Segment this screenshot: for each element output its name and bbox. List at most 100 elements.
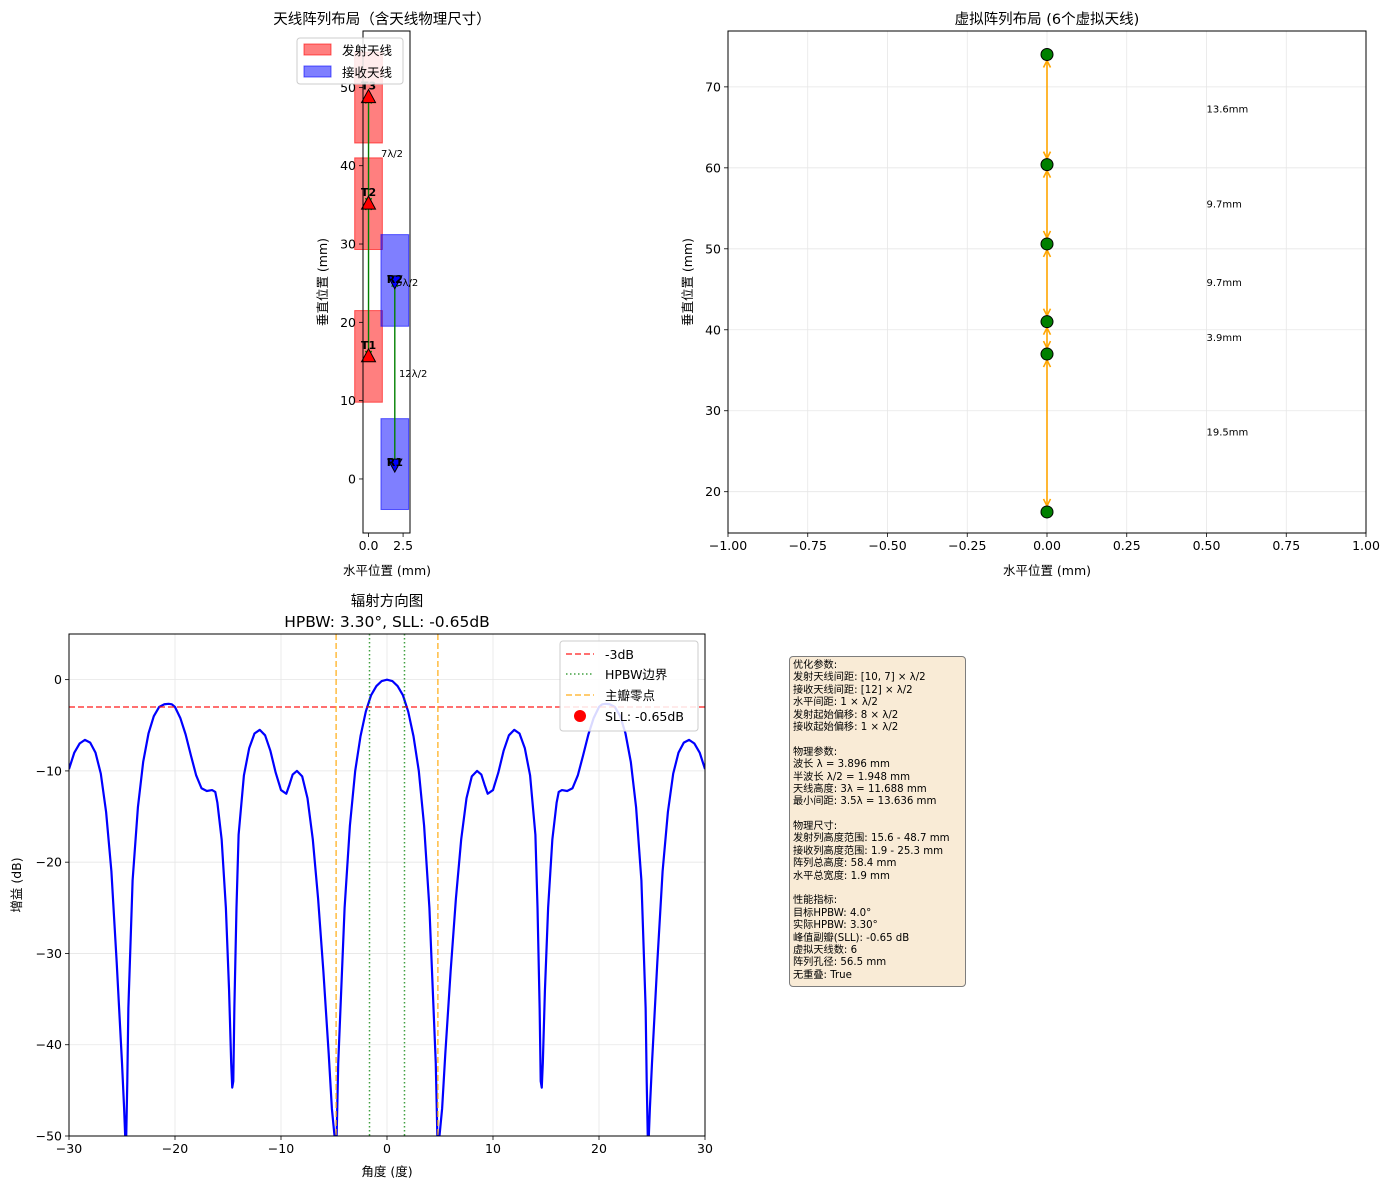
info-line [793, 809, 962, 821]
y-tick-label: 60 [705, 160, 721, 175]
legend-label-sll: SLL: -0.65dB [605, 709, 684, 724]
x-tick-label: −0.25 [948, 538, 986, 553]
x-tick-label: 0.75 [1272, 538, 1300, 553]
virtual-antenna-point [1040, 315, 1054, 329]
x-tick-label: 0.50 [1193, 538, 1221, 553]
virtual-spacing-label: 19.5mm [1207, 428, 1249, 439]
info-line: 波长 λ = 3.896 mm [793, 759, 890, 771]
virtual-spacing-label: 9.7mm [1207, 278, 1242, 289]
y-tick-label: −50 [36, 1129, 62, 1144]
info-line: 虚拟天线数: 6 [793, 944, 858, 956]
chart-title: 辐射方向图 [351, 593, 424, 610]
x-axis-label: 水平位置 (mm) [1003, 563, 1091, 578]
info-line: 发射列高度范围: 15.6 - 48.7 mm [793, 833, 950, 845]
info-line: 物理参数: [793, 746, 838, 758]
y-tick-label: −20 [36, 855, 62, 870]
axes-frame [362, 30, 411, 534]
virtual-array-chart: 19.5mm 3.9mm 9.7mm 9.7mm 13.6mm −1.00 −0.75 −0.… [680, 11, 1380, 578]
info-line: 目标HPBW: 4.0° [793, 907, 872, 919]
y-axis-label: 垂直位置 (mm) [315, 238, 330, 326]
info-line: 峰值副瓣(SLL): -0.65 dB [793, 932, 910, 944]
y-tick-label: 40 [705, 322, 721, 337]
parameter-info-box: 优化参数: 发射天线间距: [10, 7] × λ/2 接收天线间距: [12] ×… [789, 656, 966, 987]
y-tick-label: 0 [54, 672, 62, 687]
info-line: 接收列高度范围: 1.9 - 25.3 mm [793, 845, 944, 857]
x-tick-label: 20 [591, 1141, 607, 1156]
x-tick-label: 0 [383, 1141, 391, 1156]
rx-antenna-marker [386, 458, 403, 474]
x-tick-label: −30 [56, 1141, 82, 1156]
y-tick-label: 20 [340, 315, 356, 330]
virtual-antenna-point [1040, 158, 1054, 172]
x-tick-label: −0.50 [868, 538, 906, 553]
legend-swatch-rx [303, 65, 332, 78]
legend-swatch-tx [303, 43, 332, 56]
tx-antenna-marker [360, 195, 377, 210]
spacing-annotation: 5λ/2 [396, 278, 418, 289]
y-tick-label: 0 [348, 471, 356, 486]
virtual-spacing-label: 3.9mm [1207, 333, 1242, 344]
info-line [793, 734, 962, 746]
tx-antenna-marker [360, 88, 377, 104]
y-tick-label: 30 [340, 237, 356, 252]
y-tick-label: 70 [705, 79, 721, 94]
info-line: 无重叠: True [793, 969, 852, 981]
y-tick-label: 40 [340, 158, 356, 173]
info-line: 阵列总高度: 58.4 mm [793, 858, 897, 870]
legend-label-rx: 接收天线 [342, 65, 393, 80]
legend-swatch-sll [574, 710, 586, 722]
virtual-antenna-point [1040, 347, 1054, 361]
x-tick-label: −20 [162, 1141, 188, 1156]
rx-antenna-label: R2 [387, 273, 403, 286]
info-line: 接收天线间距: [12] × λ/2 [793, 684, 913, 696]
x-tick-label: 30 [697, 1141, 713, 1156]
virtual-antenna-point [1040, 47, 1054, 61]
spacing-annotation: 7λ/2 [381, 149, 403, 160]
virtual-spacing-label: 9.7mm [1207, 199, 1242, 210]
y-tick-label: 50 [705, 241, 721, 256]
x-tick-label: 0.25 [1113, 538, 1141, 553]
x-tick-label: −0.75 [789, 538, 827, 553]
spacing-annotation: 12λ/2 [399, 369, 427, 380]
y-axis-label: 垂直位置 (mm) [680, 238, 695, 326]
y-tick-label: 10 [340, 393, 356, 408]
chart-title: 虚拟阵列布局 (6个虚拟天线) [955, 11, 1140, 28]
tx-antenna-label: T2 [361, 186, 376, 199]
info-line: 物理尺寸: [793, 821, 838, 833]
tx-antenna-marker [360, 347, 377, 363]
virtual-antenna-point [1040, 505, 1054, 519]
info-line: 水平间距: 1 × λ/2 [793, 697, 878, 709]
y-tick-label: 20 [705, 484, 721, 499]
info-line: 实际HPBW: 3.30° [793, 920, 878, 932]
info-line: 发射起始偏移: 8 × λ/2 [793, 709, 899, 721]
rx-antenna-label: R1 [387, 456, 403, 469]
virtual-spacing-label: 13.6mm [1207, 105, 1249, 116]
legend-label-tx: 发射天线 [342, 43, 393, 58]
x-tick-label: −1.00 [709, 538, 747, 553]
chart-title: 天线阵列布局（含天线物理尺寸） [273, 11, 491, 28]
info-line [793, 883, 962, 895]
legend-label-hpbw: HPBW边界 [605, 667, 668, 682]
info-line: 阵列孔径: 56.5 mm [793, 957, 887, 969]
info-line: 发射天线间距: [10, 7] × λ/2 [793, 672, 926, 684]
info-line: 接收起始偏移: 1 × λ/2 [793, 721, 899, 733]
radiation-pattern-chart: −30 −20 −10 0 10 20 30 0 −10 −20 −30 −40 −50 辐射方向图 HPB… [9, 593, 713, 1179]
y-tick-label: 30 [705, 403, 721, 418]
info-line: 水平总宽度: 1.9 mm [793, 870, 890, 882]
x-tick-label: 0.0 [359, 538, 379, 553]
info-line: 最小间距: 3.5λ = 13.636 mm [793, 796, 937, 808]
y-tick-label: −10 [36, 763, 62, 778]
y-tick-label: −30 [36, 946, 62, 961]
tx-antenna-label: T1 [361, 339, 376, 352]
x-tick-label: −10 [268, 1141, 294, 1156]
info-line: 天线高度: 3λ = 11.688 mm [793, 783, 927, 795]
y-tick-label: −40 [36, 1037, 62, 1052]
info-line: 优化参数: [793, 660, 838, 671]
legend-frame [559, 640, 699, 732]
legend-label-null: 主瓣零点 [605, 688, 655, 703]
x-tick-label: 1.00 [1352, 538, 1380, 553]
x-tick-label: 10 [485, 1141, 501, 1156]
x-tick-label: 2.5 [393, 538, 413, 553]
